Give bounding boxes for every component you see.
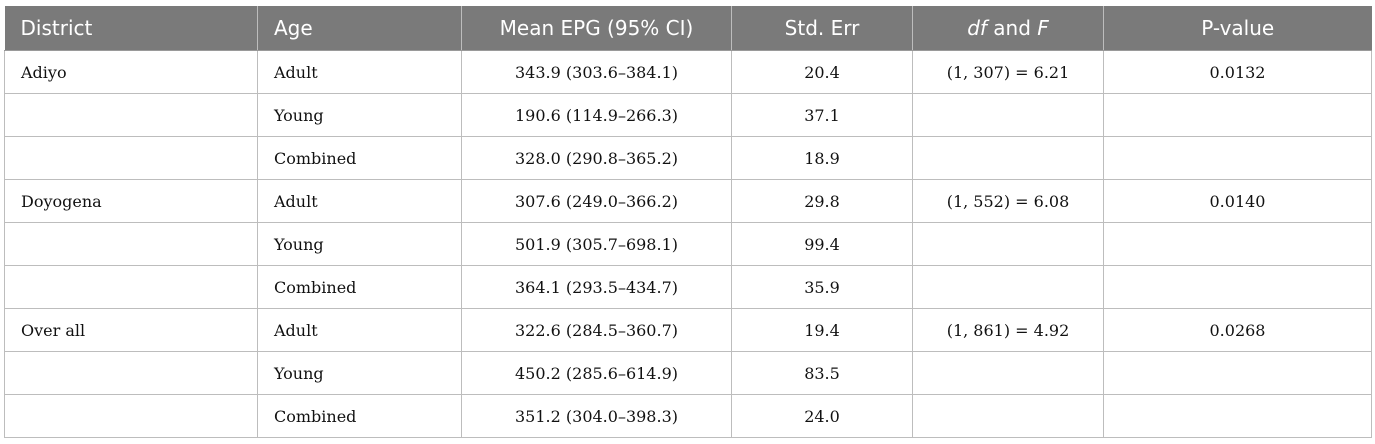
table-header: District Age Mean EPG (95% CI) Std. Err … [4,6,1372,51]
table-row: Combined 364.1 (293.5–434.7) 35.9 [4,265,1372,309]
cell-mean-epg: 328.0 (290.8–365.2) [461,136,732,180]
cell-p-value: 0.0268 [1103,308,1372,352]
header-f-part: F [1037,16,1049,40]
table-body: Adiyo Adult 343.9 (303.6–384.1) 20.4 (1,… [4,50,1372,438]
cell-age: Combined [257,136,462,180]
cell-df-f [912,351,1104,395]
table-row: Young 190.6 (114.9–266.3) 37.1 [4,93,1372,137]
table-row: Young 450.2 (285.6–614.9) 83.5 [4,351,1372,395]
cell-p-value [1103,93,1372,137]
cell-df-f [912,265,1104,309]
table-row: Combined 328.0 (290.8–365.2) 18.9 [4,136,1372,180]
cell-df-f: (1, 307) = 6.21 [912,50,1104,94]
header-df-part: df [967,16,987,40]
cell-std-err: 24.0 [731,394,913,438]
cell-age: Young [257,93,462,137]
cell-age: Combined [257,394,462,438]
table-row: Combined 351.2 (304.0–398.3) 24.0 [4,394,1372,438]
epg-table: District Age Mean EPG (95% CI) Std. Err … [4,6,1372,438]
cell-df-f: (1, 552) = 6.08 [912,179,1104,223]
header-and-word: and [993,16,1031,40]
cell-p-value [1103,265,1372,309]
cell-df-f [912,93,1104,137]
cell-std-err: 37.1 [731,93,913,137]
header-row: District Age Mean EPG (95% CI) Std. Err … [4,6,1372,51]
cell-p-value [1103,222,1372,266]
header-district: District [4,6,258,51]
cell-age: Young [257,222,462,266]
cell-df-f: (1, 861) = 4.92 [912,308,1104,352]
header-p-value: P-value [1103,6,1372,51]
cell-age: Combined [257,265,462,309]
cell-mean-epg: 307.6 (249.0–366.2) [461,179,732,223]
cell-std-err: 35.9 [731,265,913,309]
cell-age: Adult [257,308,462,352]
table-row: Over all Adult 322.6 (284.5–360.7) 19.4 … [4,308,1372,352]
cell-district [4,351,258,395]
cell-std-err: 19.4 [731,308,913,352]
header-std-err: Std. Err [731,6,913,51]
cell-district [4,265,258,309]
cell-p-value [1103,394,1372,438]
data-table-container: District Age Mean EPG (95% CI) Std. Err … [4,6,1372,438]
header-mean-epg: Mean EPG (95% CI) [461,6,732,51]
cell-mean-epg: 343.9 (303.6–384.1) [461,50,732,94]
cell-p-value: 0.0140 [1103,179,1372,223]
cell-district [4,93,258,137]
table-row: Adiyo Adult 343.9 (303.6–384.1) 20.4 (1,… [4,50,1372,94]
cell-mean-epg: 190.6 (114.9–266.3) [461,93,732,137]
cell-df-f [912,136,1104,180]
header-age: Age [257,6,462,51]
cell-age: Young [257,351,462,395]
cell-district: Over all [4,308,258,352]
cell-mean-epg: 364.1 (293.5–434.7) [461,265,732,309]
cell-df-f [912,394,1104,438]
cell-mean-epg: 322.6 (284.5–360.7) [461,308,732,352]
cell-std-err: 18.9 [731,136,913,180]
cell-mean-epg: 450.2 (285.6–614.9) [461,351,732,395]
cell-district [4,394,258,438]
cell-age: Adult [257,179,462,223]
cell-district: Doyogena [4,179,258,223]
header-df-and-f: df and F [912,6,1104,51]
cell-mean-epg: 351.2 (304.0–398.3) [461,394,732,438]
cell-std-err: 99.4 [731,222,913,266]
table-row: Young 501.9 (305.7–698.1) 99.4 [4,222,1372,266]
cell-district [4,136,258,180]
cell-district [4,222,258,266]
cell-district: Adiyo [4,50,258,94]
cell-age: Adult [257,50,462,94]
cell-mean-epg: 501.9 (305.7–698.1) [461,222,732,266]
cell-p-value [1103,136,1372,180]
cell-std-err: 83.5 [731,351,913,395]
table-row: Doyogena Adult 307.6 (249.0–366.2) 29.8 … [4,179,1372,223]
cell-p-value [1103,351,1372,395]
cell-std-err: 20.4 [731,50,913,94]
cell-df-f [912,222,1104,266]
cell-std-err: 29.8 [731,179,913,223]
cell-p-value: 0.0132 [1103,50,1372,94]
